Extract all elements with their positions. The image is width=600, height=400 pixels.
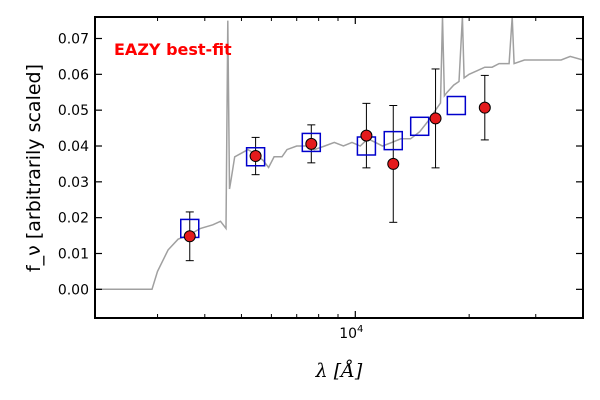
y-tick-label: 0.05 bbox=[58, 103, 89, 119]
y-tick-label: 0.00 bbox=[58, 282, 89, 298]
template-flux-square bbox=[301, 132, 322, 153]
observed-point bbox=[387, 157, 400, 170]
observed-point bbox=[360, 129, 373, 142]
y-tick-label: 0.04 bbox=[58, 139, 89, 155]
y-tick-label: 0.06 bbox=[58, 67, 89, 83]
observed-point bbox=[305, 137, 318, 150]
observed-point bbox=[478, 101, 491, 114]
y-tick-label: 0.02 bbox=[58, 211, 89, 227]
template-flux-square bbox=[383, 130, 404, 151]
observed-point bbox=[249, 150, 262, 163]
y-axis-label: f_ν [arbitrarily scaled] bbox=[23, 64, 45, 272]
observed-point bbox=[429, 112, 442, 125]
x-tick-label: 104 bbox=[339, 324, 363, 342]
y-tick-label: 0.07 bbox=[58, 32, 89, 48]
y-ticks: 0.00 0.01 0.02 0.03 0.04 0.05 0.06 0.07 bbox=[58, 32, 583, 298]
template-flux-square bbox=[245, 147, 266, 167]
template-flux-square bbox=[446, 95, 467, 116]
plot-frame bbox=[94, 16, 584, 319]
observed-point bbox=[183, 230, 196, 243]
y-tick-label: 0.03 bbox=[58, 175, 89, 191]
x-axis-label: λ [Å] bbox=[315, 360, 363, 382]
observed-points-layer bbox=[183, 101, 491, 243]
x-ticks: 104 bbox=[157, 17, 584, 342]
error-bars-layer bbox=[185, 68, 489, 262]
template-fluxes-layer bbox=[180, 95, 467, 239]
annotation-label: EAZY best-fit bbox=[114, 40, 232, 59]
y-tick-label: 0.01 bbox=[58, 247, 89, 263]
template-flux-square bbox=[409, 116, 430, 137]
